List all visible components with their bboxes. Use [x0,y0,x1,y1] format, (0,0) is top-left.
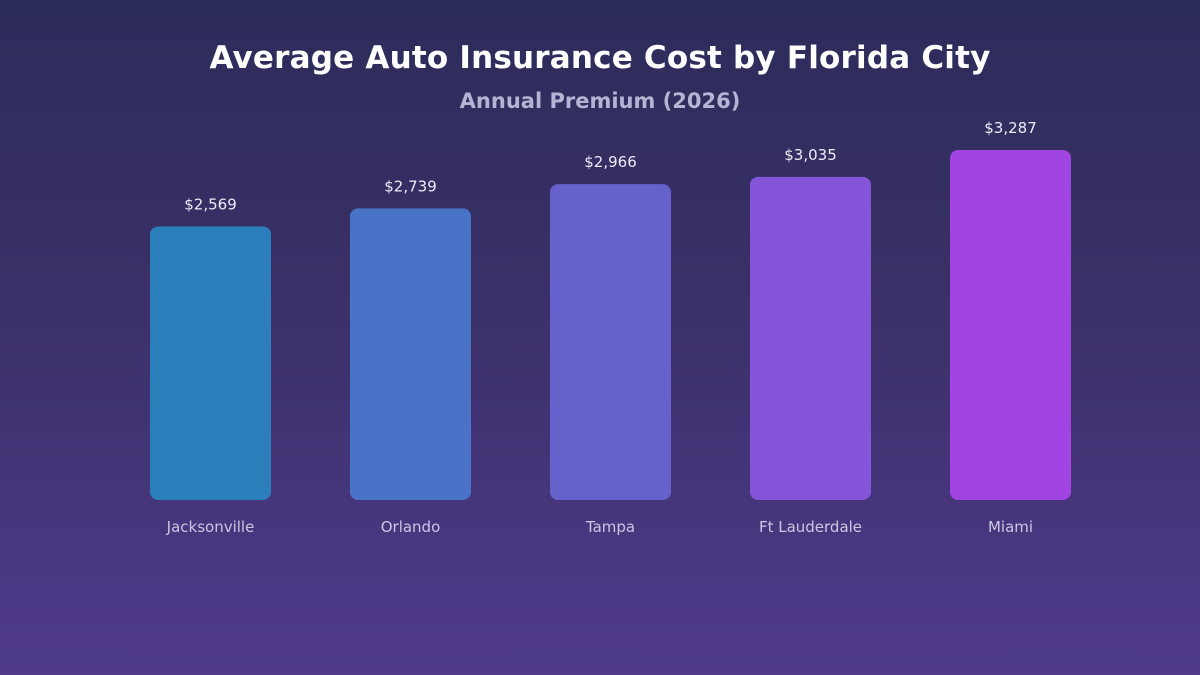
category-label: Orlando [381,518,441,536]
category-label: Jacksonville [166,518,255,536]
value-label: $2,569 [184,195,237,213]
chart-subtitle: Annual Premium (2026) [459,89,741,113]
value-label: $3,035 [784,146,837,164]
category-label: Ft Lauderdale [759,518,862,536]
category-label: Tampa [585,518,635,536]
value-label: $3,287 [984,119,1037,137]
chart-title: Average Auto Insurance Cost by Florida C… [209,40,991,76]
value-label: $2,966 [584,153,637,171]
bar-jacksonville [150,226,271,500]
bar-tampa [550,184,671,500]
category-label: Miami [988,518,1033,536]
bar-ft-lauderdale [750,176,871,500]
bar-orlando [350,208,471,500]
value-label: $2,739 [384,177,437,195]
bar-miami [950,150,1071,500]
